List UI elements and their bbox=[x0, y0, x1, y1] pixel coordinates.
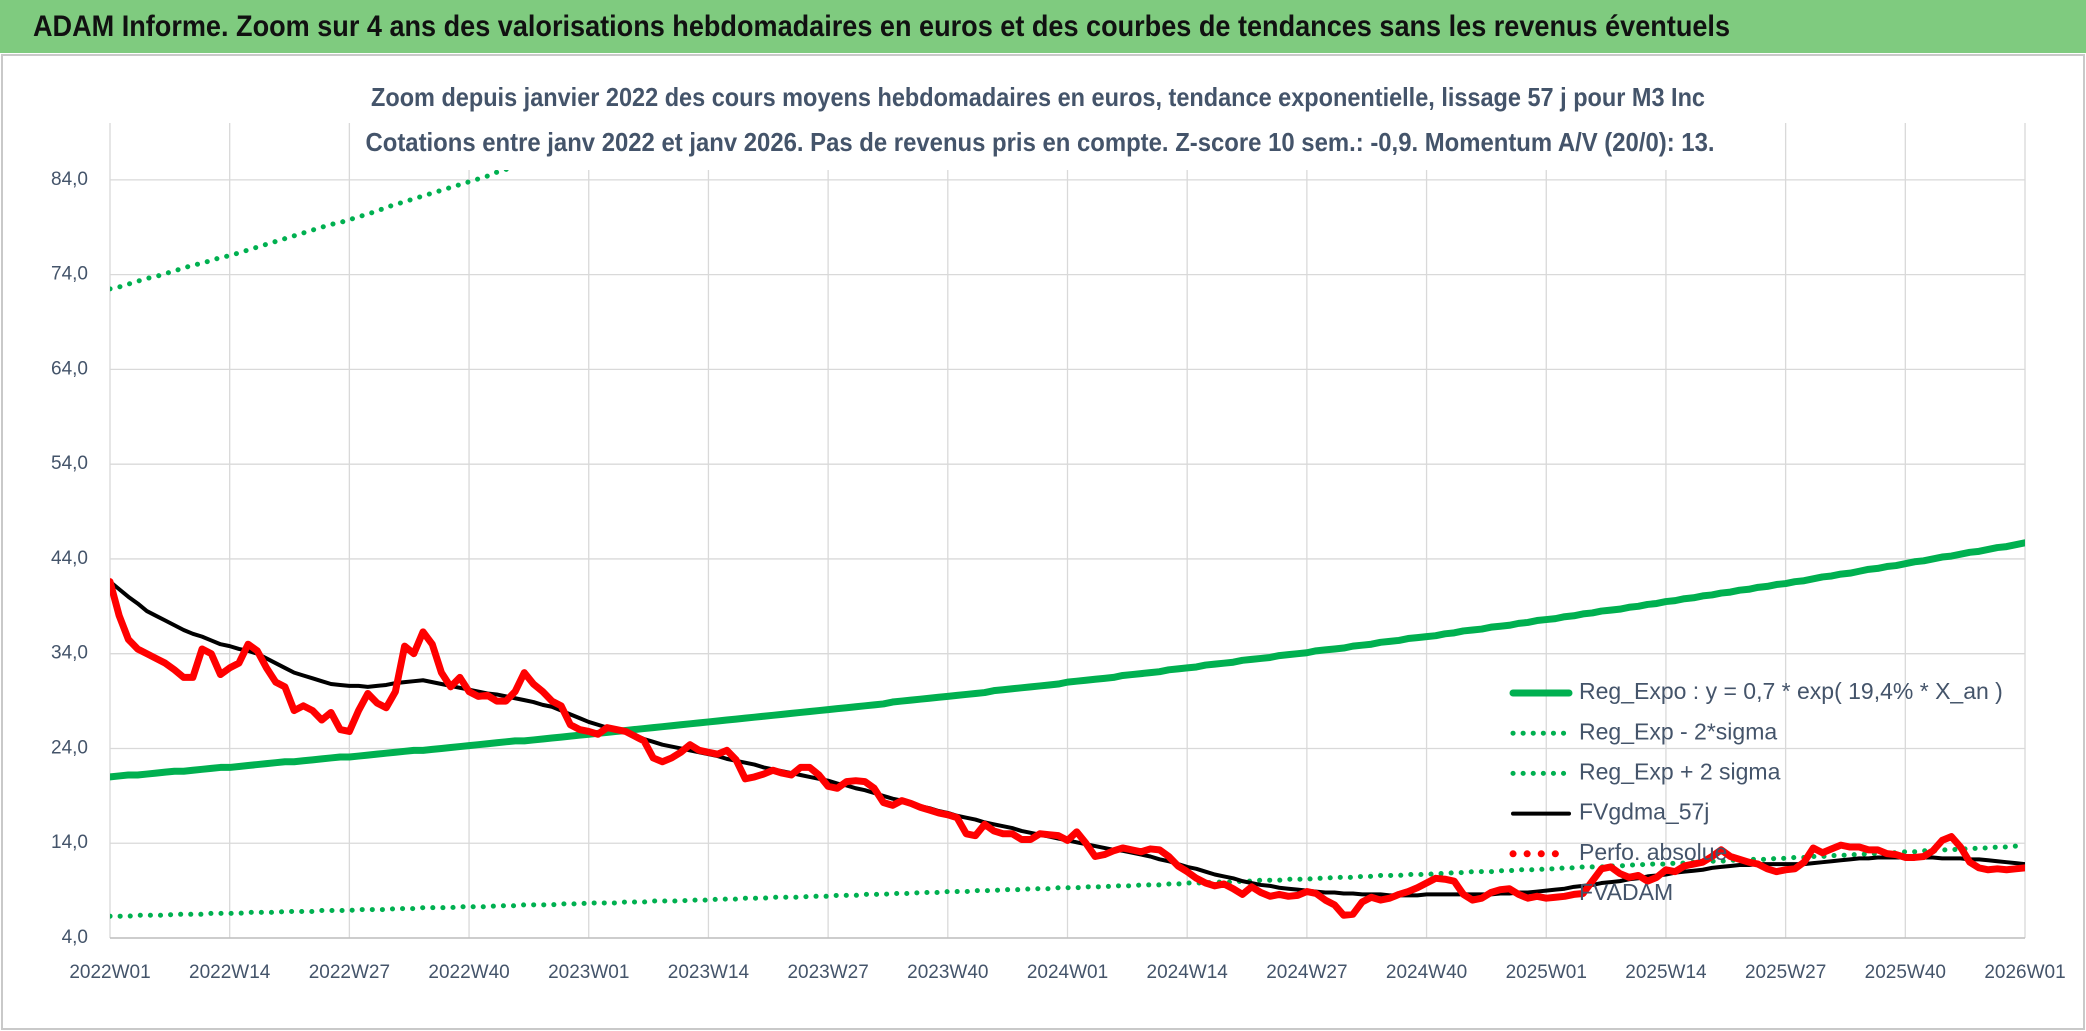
y-tick-label: 84,0 bbox=[51, 169, 88, 190]
x-tick-label: 2022W01 bbox=[69, 962, 150, 983]
series-line bbox=[110, 578, 2025, 919]
plot-area bbox=[110, 123, 2025, 919]
series-line bbox=[110, 843, 2025, 919]
header-bar bbox=[0, 0, 2086, 53]
legend-label: Perfo. absolue bbox=[1579, 839, 1727, 865]
chart-title: Zoom depuis janvier 2022 des cours moyen… bbox=[371, 82, 1705, 112]
legend-label: Reg_Expo : y = 0,7 * exp( 19,4% * X_an ) bbox=[1579, 678, 2003, 704]
y-tick-label: 74,0 bbox=[51, 264, 88, 285]
x-tick-label: 2023W27 bbox=[787, 962, 868, 983]
x-tick-label: 2023W40 bbox=[907, 962, 988, 983]
legend-label: Reg_Exp + 2 sigma bbox=[1579, 758, 1781, 784]
x-tick-label: 2025W14 bbox=[1625, 962, 1707, 983]
y-tick-label: 44,0 bbox=[51, 548, 88, 569]
axes: 4,0 14,0 24,0 34,0 44,0 54,0 64,0 74,0 84,0 2022W… bbox=[51, 169, 2066, 983]
legend-label: FVADAM bbox=[1579, 879, 1673, 905]
x-tick-label: 2025W40 bbox=[1865, 962, 1946, 983]
y-tick-label: 14,0 bbox=[51, 832, 88, 853]
legend-label: Reg_Exp - 2*sigma bbox=[1579, 718, 1777, 744]
header-title: ADAM Informe. Zoom sur 4 ans des valoris… bbox=[33, 10, 1730, 43]
x-tick-label: 2022W27 bbox=[309, 962, 390, 983]
legend-label: FVgdma_57j bbox=[1579, 799, 1709, 825]
y-tick-label: 54,0 bbox=[51, 453, 88, 474]
x-tick-label: 2024W40 bbox=[1386, 962, 1467, 983]
x-tick-label: 2025W27 bbox=[1745, 962, 1826, 983]
y-tick-label: 64,0 bbox=[51, 358, 88, 379]
series-line bbox=[110, 539, 2025, 781]
y-tick-label: 34,0 bbox=[51, 643, 88, 664]
title-backdrop bbox=[360, 74, 1724, 170]
x-tick-label: 2022W40 bbox=[428, 962, 509, 983]
y-tick-label: 4,0 bbox=[62, 927, 88, 948]
chart-frame bbox=[1, 54, 2085, 1030]
series-line bbox=[110, 123, 653, 292]
legend: Reg_Expo : y = 0,7 * exp( 19,4% * X_an )… bbox=[1509, 678, 2003, 905]
x-tick-label: 2023W01 bbox=[548, 962, 629, 983]
x-tick-label: 2024W14 bbox=[1147, 962, 1229, 983]
x-tick-label: 2024W01 bbox=[1027, 962, 1108, 983]
x-tick-label: 2023W14 bbox=[668, 962, 750, 983]
grid bbox=[109, 123, 2026, 939]
x-tick-label: 2025W01 bbox=[1506, 962, 1587, 983]
y-tick-label: 24,0 bbox=[51, 737, 88, 758]
chart-subtitle: Cotations entre janv 2022 et janv 2026. … bbox=[366, 127, 1715, 157]
x-tick-label: 2024W27 bbox=[1266, 962, 1347, 983]
x-tick-label: 2022W14 bbox=[189, 962, 271, 983]
x-tick-label: 2026W01 bbox=[1984, 962, 2065, 983]
